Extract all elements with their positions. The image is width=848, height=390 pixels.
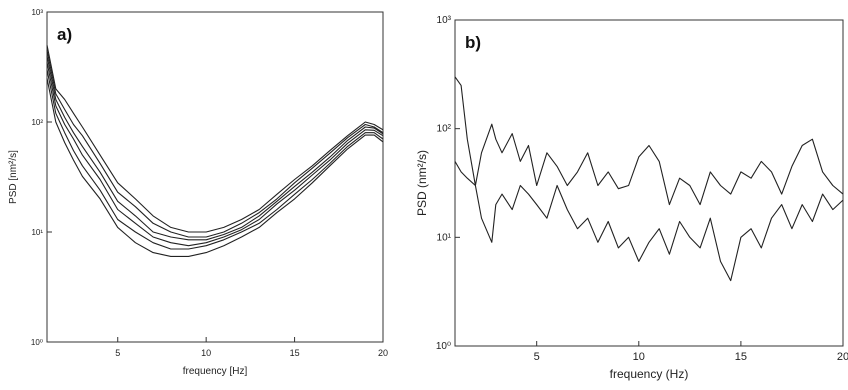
plot-frame xyxy=(454,19,844,347)
series-line-1 xyxy=(454,76,844,206)
x-tick-label: 5 xyxy=(115,348,120,358)
series-line-2 xyxy=(454,161,844,282)
y-tick-label: 10⁰ xyxy=(31,338,43,347)
y-tick-label: 10¹ xyxy=(31,228,43,237)
series-line-1 xyxy=(46,44,384,233)
y-tick-label: 10² xyxy=(31,118,43,127)
plot-frame xyxy=(46,11,384,343)
x-tick-label: 10 xyxy=(633,351,645,363)
x-tick-label: 15 xyxy=(735,351,747,363)
x-tick-label: 10 xyxy=(201,348,211,358)
y-axis-label: PSD (nm²/s) xyxy=(415,150,429,216)
chart-b-svg: 5 10 15 20 10⁰ 10¹ 10² 10³ b) frequency (Hz) PSD (… xyxy=(415,15,848,381)
x-tick-label: 20 xyxy=(378,348,388,358)
y-axis-label: PSD [nm²/s] xyxy=(8,150,19,204)
y-tick-label: 10² xyxy=(437,124,452,135)
chart-panel-b: 5 10 15 20 10⁰ 10¹ 10² 10³ b) frequency (Hz) PSD (… xyxy=(410,0,848,390)
x-tick-label: 20 xyxy=(837,351,848,363)
series-line-6 xyxy=(46,78,384,257)
x-tick-label: 5 xyxy=(534,351,540,363)
x-axis-label: frequency [Hz] xyxy=(183,366,248,377)
series-line-5 xyxy=(46,69,384,250)
y-tick-label: 10¹ xyxy=(437,232,452,243)
x-axis-label: frequency (Hz) xyxy=(610,367,689,381)
panel-label: a) xyxy=(57,25,72,44)
y-tick-label: 10³ xyxy=(437,15,452,26)
chart-panel-a: 5 10 15 20 10⁰ 10¹ 10² 10³ a) frequency [Hz] PSD [… xyxy=(0,0,400,390)
y-tick-label: 10⁰ xyxy=(436,341,451,352)
y-tick-label: 10³ xyxy=(31,8,43,17)
panel-label: b) xyxy=(465,33,481,52)
series-line-2 xyxy=(46,49,384,238)
x-tick-label: 15 xyxy=(290,348,300,358)
series-line-4 xyxy=(46,62,384,247)
chart-a-svg: 5 10 15 20 10⁰ 10¹ 10² 10³ a) frequency [Hz] PSD [… xyxy=(8,8,388,377)
series-line-3 xyxy=(46,55,384,241)
